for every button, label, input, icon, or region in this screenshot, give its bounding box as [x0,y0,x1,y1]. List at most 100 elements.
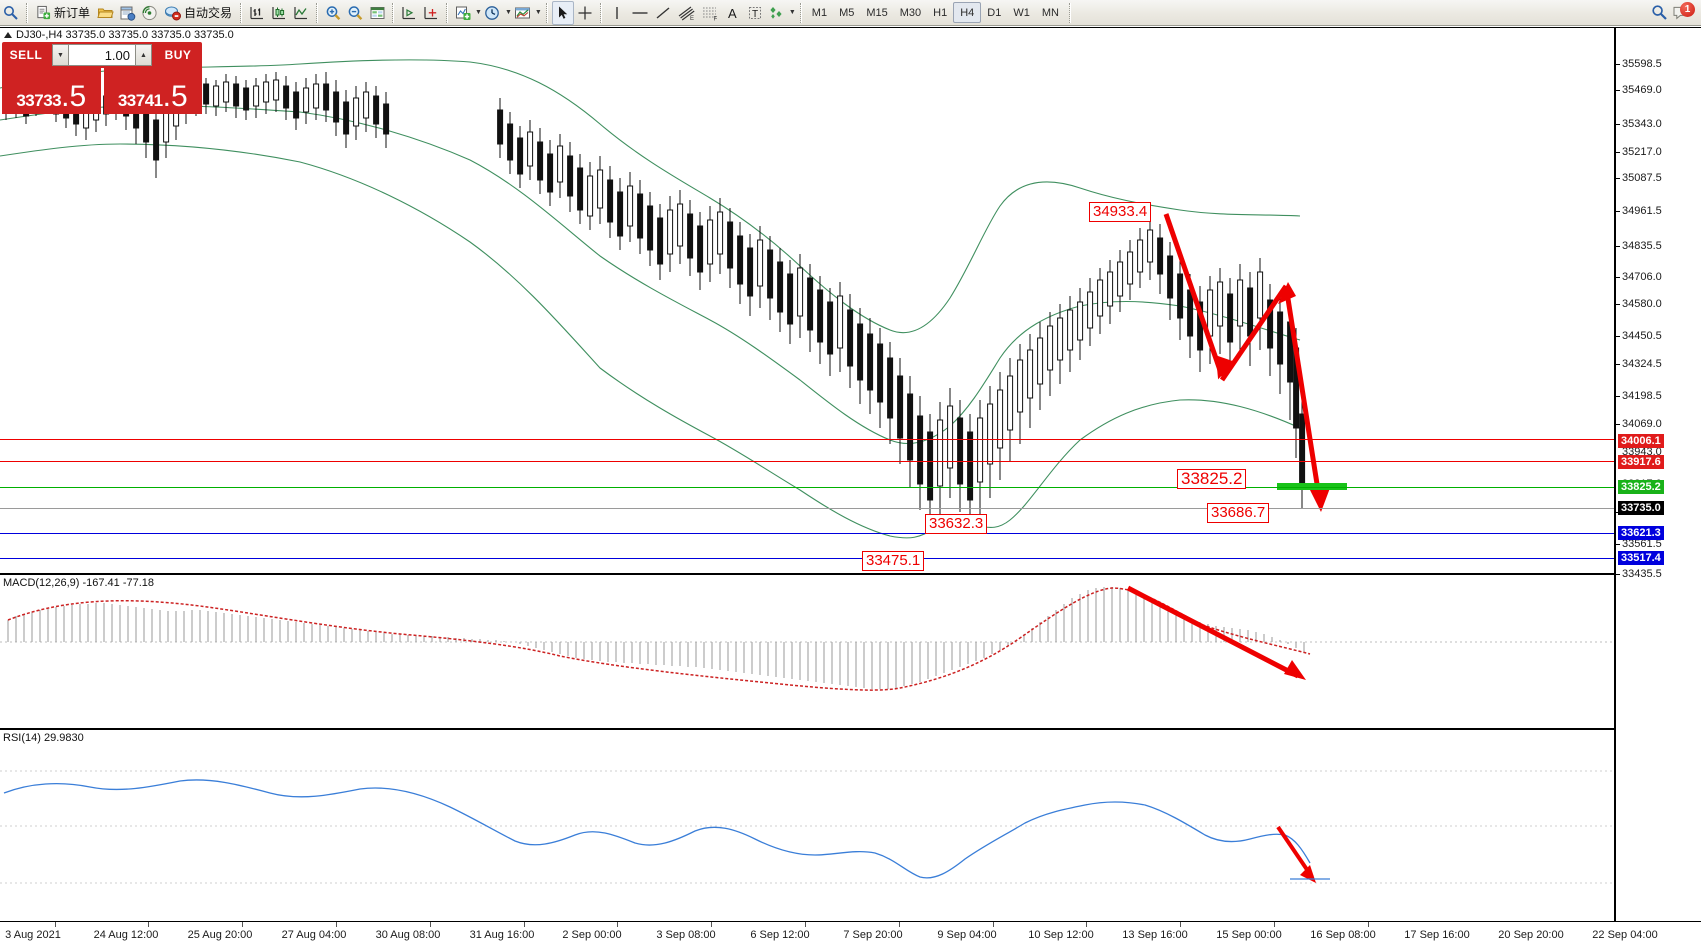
time-label-6: 2 Sep 00:00 [562,929,622,941]
price-axis[interactable]: 35598.5 35469.0 35343.0 35217.0 35087.5 … [1615,28,1701,921]
price-line-34006[interactable] [0,439,1615,440]
auto-trading-button[interactable]: 自动交易 [160,1,236,25]
timeframe-m15[interactable]: M15 [866,6,888,19]
sell-price[interactable]: 33733 .5 [2,68,101,114]
toolbar-separator-6 [545,2,548,23]
signal-icon[interactable] [138,1,160,25]
indicator-dropdown-caret-icon[interactable]: ▼ [475,9,482,16]
fibonacci-icon[interactable]: F [698,1,722,25]
time-label-8: 6 Sep 12:00 [750,929,810,941]
axis-tick [1616,64,1620,65]
price-line-33825[interactable] [0,487,1615,488]
search-magnifier-icon[interactable] [0,1,22,25]
annotation-33686[interactable]: 33686.7 [1207,503,1270,523]
text-icon[interactable]: A [722,1,744,25]
volume-stepper[interactable]: ▼ 1.00 ▲ [50,42,154,68]
price-chip-33621[interactable]: 33621.3 [1618,526,1664,540]
price-line-33621[interactable] [0,533,1615,534]
timeframe-h4[interactable]: H4 [953,2,982,23]
horizontal-line-icon[interactable] [628,1,652,25]
period-dropdown-caret-icon[interactable]: ▼ [504,9,512,16]
shapes-icon[interactable] [766,1,788,25]
bollinger-upper-band [0,59,1301,334]
new-order-button[interactable]: 新订单 [32,1,94,25]
axis-tick [1616,90,1620,91]
equidistant-channel-icon[interactable]: E [674,1,698,25]
axis-tick [1616,211,1620,212]
timeframe-m5[interactable]: M5 [839,6,855,19]
period-clock-icon[interactable] [482,1,504,25]
price-chart-svg [0,59,1347,539]
sell-price-decimal: .5 [61,80,87,113]
time-tick [1274,922,1275,927]
time-tick [711,922,712,927]
candlestick-series [3,72,1306,528]
buy-button[interactable]: BUY [154,42,202,68]
price-chip-33517[interactable]: 33517.4 [1618,551,1664,565]
data-window-icon[interactable] [116,1,138,25]
chart-area[interactable]: DJ30-,H4 33735.0 33735.0 33735.0 33735.0 [0,27,1701,947]
time-tick [899,922,900,927]
chart-shift-icon[interactable] [398,1,420,25]
annotation-33475[interactable]: 33475.1 [862,551,925,571]
crosshair-icon[interactable] [574,1,596,25]
price-tick-12: 34069.0 [1622,418,1662,430]
search-icon[interactable] [1648,1,1670,25]
messages-icon[interactable]: 1 [1670,1,1695,25]
price-line-33517[interactable] [0,558,1615,559]
volume-increase-button[interactable]: ▲ [135,44,152,66]
volume-decrease-button[interactable]: ▼ [52,44,69,66]
axis-tick [1616,364,1620,365]
auto-scroll-icon[interactable] [420,1,442,25]
annotation-33825[interactable]: 33825.2 [1177,469,1247,489]
folder-icon[interactable] [94,1,116,25]
templates-dropdown-caret-icon[interactable]: ▼ [534,9,542,16]
volume-input[interactable]: 1.00 [69,44,135,66]
price-chip-33825[interactable]: 33825.2 [1618,480,1664,494]
toolbar-separator-4 [392,2,395,23]
buy-price[interactable]: 33741 .5 [103,68,202,114]
timeframe-m1[interactable]: M1 [811,6,828,19]
price-chip-33917[interactable]: 33917.6 [1618,455,1664,469]
timeframe-mn[interactable]: MN [1041,6,1059,19]
line-chart-icon[interactable] [290,1,312,25]
timeframe-h1[interactable]: H1 [933,6,948,19]
time-label-9: 7 Sep 20:00 [843,929,903,941]
svg-text:A: A [728,6,737,21]
annotation-34933[interactable]: 34933.4 [1089,202,1152,222]
price-chip-34006[interactable]: 34006.1 [1618,434,1664,448]
axis-tick [1616,152,1620,153]
time-label-13: 15 Sep 00:00 [1216,929,1282,941]
one-click-trading-panel[interactable]: SELL ▼ 1.00 ▲ BUY 33733 .5 33741 .5 [2,42,202,114]
price-tick-4: 35087.5 [1622,172,1662,184]
annotation-33632[interactable]: 33632.3 [925,514,988,534]
time-tick [148,922,149,927]
grid-toggle-icon[interactable] [366,1,388,25]
shapes-dropdown-caret-icon[interactable]: ▼ [788,9,796,16]
timeframe-d1[interactable]: D1 [987,6,1002,19]
cursor-arrow-icon[interactable] [551,0,574,25]
vertical-line-icon[interactable] [606,1,628,25]
time-label-0: 3 Aug 2021 [5,929,61,941]
pane-divider-macd[interactable] [0,573,1615,575]
sell-button[interactable]: SELL [2,42,50,68]
timeframe-w1[interactable]: W1 [1013,6,1030,19]
zoom-in-icon[interactable] [322,1,344,25]
text-label-icon[interactable]: T [744,1,766,25]
macd-label: MACD(12,26,9) -167.41 -77.18 [3,577,155,589]
zoom-out-icon[interactable] [344,1,366,25]
pane-divider-rsi[interactable] [0,728,1615,730]
candlestick-chart-icon[interactable] [268,1,290,25]
time-label-2: 25 Aug 20:00 [187,929,253,941]
price-line-33917[interactable] [0,461,1615,462]
time-label-17: 22 Sep 04:00 [1592,929,1658,941]
symbol-expand-icon[interactable] [4,32,12,38]
trendline-icon[interactable] [652,1,674,25]
templates-icon[interactable] [512,1,534,25]
time-label-7: 3 Sep 08:00 [656,929,716,941]
timeframe-m30[interactable]: M30 [899,6,922,19]
svg-text:T: T [752,9,758,20]
add-indicator-icon[interactable] [452,1,474,25]
bar-chart-icon[interactable] [246,1,268,25]
time-axis[interactable]: 3 Aug 2021 24 Aug 12:00 25 Aug 20:00 27 … [0,921,1701,947]
